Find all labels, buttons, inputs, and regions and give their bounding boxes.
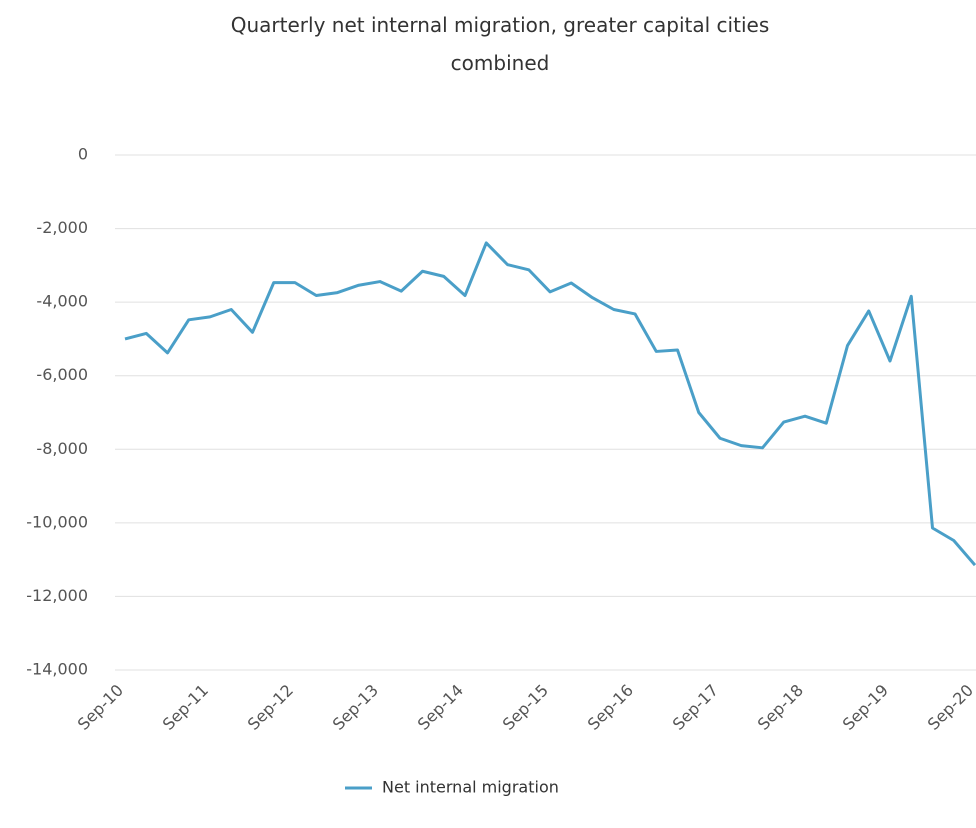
y-tick-label: -4,000 (36, 292, 88, 311)
x-tick-label: Sep-20 (924, 681, 976, 734)
y-tick-label: -8,000 (36, 439, 88, 458)
x-tick-label: Sep-13 (329, 681, 382, 734)
y-tick-label: -14,000 (26, 660, 88, 679)
x-tick-label: Sep-10 (74, 681, 127, 734)
data-line (124, 241, 976, 567)
x-tick-label: Sep-12 (244, 681, 297, 734)
x-tick-label: Sep-17 (669, 681, 722, 734)
x-tick-label: Sep-16 (584, 681, 637, 734)
x-tick-label: Sep-18 (754, 681, 807, 734)
y-tick-label: -10,000 (26, 512, 88, 531)
x-tick-label: Sep-15 (499, 681, 552, 734)
x-tick-label: Sep-11 (159, 681, 212, 734)
x-tick-label: Sep-14 (414, 681, 467, 734)
y-tick-label: -12,000 (26, 586, 88, 605)
y-tick-label: 0 (78, 145, 88, 164)
y-tick-label: -2,000 (36, 218, 88, 237)
y-tick-label: -6,000 (36, 365, 88, 384)
x-tick-label: Sep-19 (839, 681, 892, 734)
legend-label: Net internal migration (382, 778, 559, 797)
chart-title: Quarterly net internal migration, greate… (230, 13, 770, 75)
